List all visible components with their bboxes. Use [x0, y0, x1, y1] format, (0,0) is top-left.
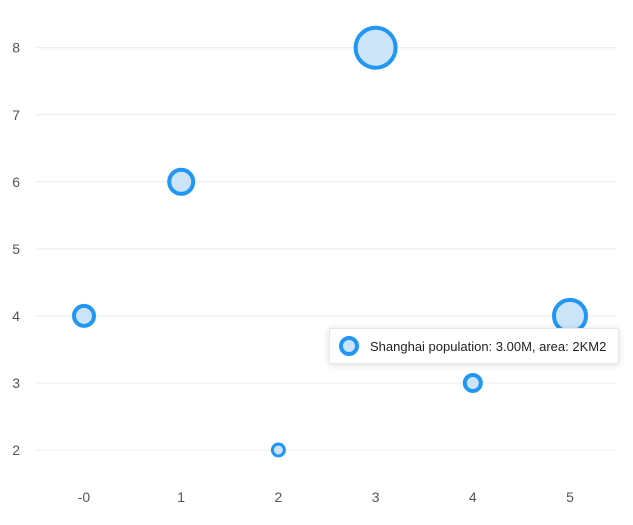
x-tick-label: 5 [566, 489, 574, 505]
data-point-3[interactable] [353, 25, 398, 70]
x-tick-label: 4 [469, 489, 477, 505]
tooltip-marker-icon [339, 336, 359, 356]
x-axis-ticks: -0 1 2 3 4 5 [78, 489, 574, 505]
y-tick-label: 6 [12, 174, 20, 190]
data-points [72, 25, 588, 458]
y-tick-label: 5 [12, 241, 20, 257]
x-tick-label: -0 [78, 489, 91, 505]
tooltip: Shanghai population: 3.00M, area: 2KM2 [329, 328, 619, 364]
data-point-2[interactable] [270, 442, 286, 458]
data-point-4[interactable] [462, 372, 483, 393]
y-tick-label: 7 [12, 107, 20, 123]
x-tick-label: 3 [372, 489, 380, 505]
x-tick-label: 2 [275, 489, 283, 505]
y-axis-ticks: 2 3 4 5 6 7 8 [12, 40, 20, 458]
grid-lines [36, 47, 616, 451]
tooltip-text: Shanghai population: 3.00M, area: 2KM2 [370, 338, 607, 354]
data-point-1[interactable] [167, 167, 196, 196]
y-tick-label: 3 [12, 375, 20, 391]
y-tick-label: 4 [12, 308, 20, 324]
y-tick-label: 8 [12, 40, 20, 56]
data-point-0[interactable] [72, 303, 96, 328]
y-tick-label: 2 [12, 442, 20, 458]
x-tick-label: 1 [177, 489, 185, 505]
